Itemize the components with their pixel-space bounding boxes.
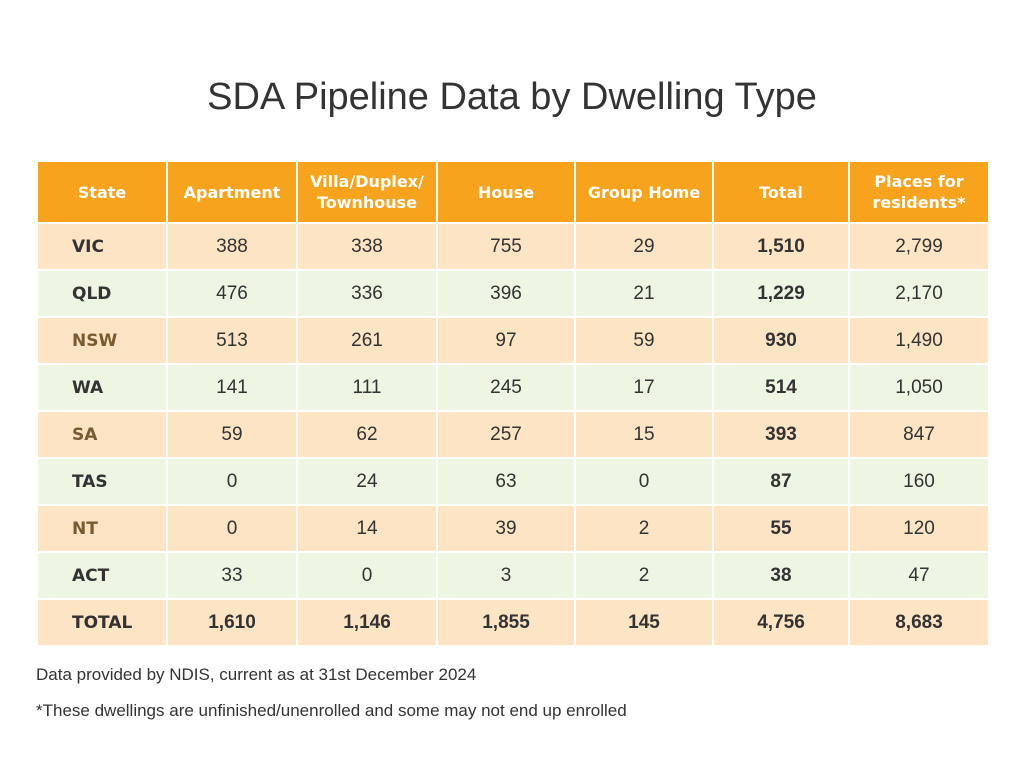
- cell: 63: [436, 457, 576, 506]
- cell: 245: [436, 363, 576, 412]
- cell: 55: [712, 504, 850, 553]
- table-row: WA 141 111 245 17 514 1,050: [36, 363, 990, 412]
- state-cell: VIC: [36, 222, 168, 271]
- header-cell: Places for residents*: [848, 160, 990, 224]
- note: Data provided by NDIS, current as at 31s…: [36, 665, 477, 684]
- cell: 396: [436, 269, 576, 318]
- cell: 257: [436, 410, 576, 459]
- table-row: SA 59 62 257 15 393 847: [36, 410, 990, 459]
- cell: 2,799: [848, 222, 990, 271]
- header-cell: State: [36, 160, 168, 224]
- cell: 62: [296, 410, 438, 459]
- cell: 261: [296, 316, 438, 365]
- cell: 4,756: [712, 598, 850, 647]
- state-cell: WA: [36, 363, 168, 412]
- cell: 24: [296, 457, 438, 506]
- state-cell: NSW: [36, 316, 168, 365]
- cell: 1,050: [848, 363, 990, 412]
- cell: 14: [296, 504, 438, 553]
- state-cell: TAS: [36, 457, 168, 506]
- cell: 29: [574, 222, 714, 271]
- table-body: VIC 388 338 755 29 1,510 2,799 QLD 476 336 396 21 1,…: [36, 222, 990, 647]
- table-row: NSW 513 261 97 59 930 1,490: [36, 316, 990, 365]
- cell: 476: [166, 269, 298, 318]
- data-table: State Apartment Villa/Duplex/ Townhouse Hou…: [36, 160, 990, 647]
- cell: 33: [166, 551, 298, 600]
- cell: 393: [712, 410, 850, 459]
- table-row: NT 0 14 39 2 55 120: [36, 504, 990, 553]
- cell: 755: [436, 222, 576, 271]
- state-cell: SA: [36, 410, 168, 459]
- cell: 0: [574, 457, 714, 506]
- state-cell: QLD: [36, 269, 168, 318]
- cell: 2: [574, 551, 714, 600]
- table-row: TAS 0 24 63 0 87 160: [36, 457, 990, 506]
- table-row: VIC 388 338 755 29 1,510 2,799: [36, 222, 990, 271]
- cell: 38: [712, 551, 850, 600]
- header-cell: Group Home: [574, 160, 714, 224]
- state-cell: ACT: [36, 551, 168, 600]
- cell: 39: [436, 504, 576, 553]
- state-cell: TOTAL: [36, 598, 168, 647]
- cell: 3: [436, 551, 576, 600]
- cell: 0: [166, 457, 298, 506]
- table-row: QLD 476 336 396 21 1,229 2,170: [36, 269, 990, 318]
- cell: 0: [296, 551, 438, 600]
- header-cell: Villa/Duplex/ Townhouse: [296, 160, 438, 224]
- cell: 1,855: [436, 598, 576, 647]
- header-cell: Total: [712, 160, 850, 224]
- cell: 0: [166, 504, 298, 553]
- title: SDA Pipeline Data by Dwelling Type: [207, 76, 817, 118]
- cell: 1,146: [296, 598, 438, 647]
- cell: 1,610: [166, 598, 298, 647]
- cell: 1,490: [848, 316, 990, 365]
- cell: 21: [574, 269, 714, 318]
- cell: 930: [712, 316, 850, 365]
- cell: 388: [166, 222, 298, 271]
- cell: 87: [712, 457, 850, 506]
- note: *These dwellings are unfinished/unenroll…: [36, 701, 627, 720]
- cell: 15: [574, 410, 714, 459]
- cell: 336: [296, 269, 438, 318]
- state-cell: NT: [36, 504, 168, 553]
- cell: 1,229: [712, 269, 850, 318]
- cell: 2,170: [848, 269, 990, 318]
- cell: 847: [848, 410, 990, 459]
- header-row: State Apartment Villa/Duplex/ Townhouse Hou…: [36, 160, 990, 224]
- table-row: ACT 33 0 3 2 38 47: [36, 551, 990, 600]
- cell: 59: [166, 410, 298, 459]
- cell: 8,683: [848, 598, 990, 647]
- cell: 111: [296, 363, 438, 412]
- cell: 514: [712, 363, 850, 412]
- cell: 513: [166, 316, 298, 365]
- cell: 1,510: [712, 222, 850, 271]
- cell: 338: [296, 222, 438, 271]
- cell: 145: [574, 598, 714, 647]
- cell: 59: [574, 316, 714, 365]
- header-cell: Apartment: [166, 160, 298, 224]
- cell: 97: [436, 316, 576, 365]
- cell: 120: [848, 504, 990, 553]
- cell: 47: [848, 551, 990, 600]
- cell: 17: [574, 363, 714, 412]
- cell: 141: [166, 363, 298, 412]
- header-cell: House: [436, 160, 576, 224]
- table-row: TOTAL 1,610 1,146 1,855 145 4,756 8,683: [36, 598, 990, 647]
- cell: 160: [848, 457, 990, 506]
- cell: 2: [574, 504, 714, 553]
